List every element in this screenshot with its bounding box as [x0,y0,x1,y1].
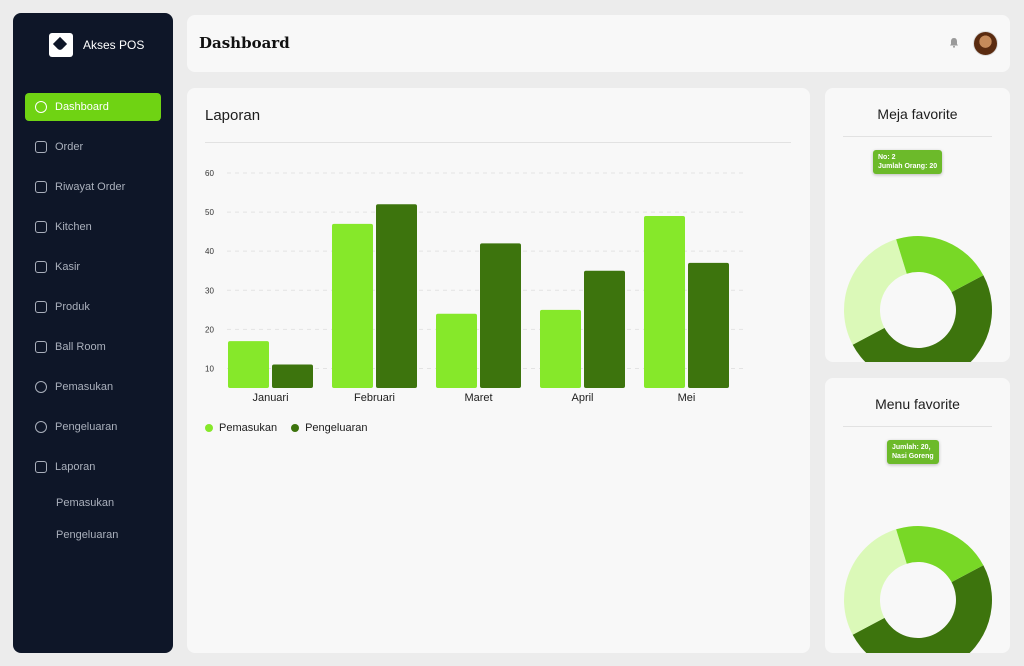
sidebar-item-ball-room[interactable]: Ball Room [25,333,161,361]
fav-tables-donut [844,236,992,362]
donut-segment [896,236,984,293]
report-title: Laporan [205,107,261,124]
user-avatar[interactable] [973,31,998,56]
sidebar-item-dashboard[interactable]: Dashboard [25,93,161,121]
bar-pengeluaran-maret [480,243,521,388]
fav-menu-title: Menu favorite [875,396,960,412]
kitchen-icon [35,221,47,233]
legend-item-pengeluaran[interactable]: Pengeluaran [291,422,367,434]
donut-segment [852,275,992,362]
x-tick-label: Februari [354,392,395,404]
cashier-icon [35,261,47,273]
sidebar-item-label: Order [55,141,84,153]
page-title: Dashboard [199,34,290,52]
header: Dashboard [187,15,1010,72]
x-tick-label: Mei [678,392,696,404]
fav-tables-card: Meja favorite No: 2 Jumlah Orang: 20 [825,88,1010,362]
legend-swatch [205,424,213,432]
tooltip-line: No: 2 [878,154,896,161]
tooltip-line: Jumlah: 20, [892,444,931,451]
x-tick-label: Januari [252,392,288,404]
product-icon [35,301,47,313]
home-icon [35,101,47,113]
sidebar-item-label: Pengeluaran [55,421,118,433]
donut-segment [896,526,984,583]
tooltip-line: Nasi Goreng [892,453,934,461]
legend-label: Pemasukan [219,422,278,434]
sidebar-item-riwayat-order[interactable]: Riwayat Order [25,173,161,201]
sidebar-item-order[interactable]: Order [25,133,161,161]
donut-segment [844,529,907,635]
legend-item-pemasukan[interactable]: Pemasukan [205,422,277,434]
report-card: Laporan 10 20 30 40 50 60 Januari Februari Maret… [187,88,810,653]
report-icon [35,461,47,473]
bar-pengeluaran-april [584,270,625,388]
sidebar-item-kasir[interactable]: Kasir [25,253,161,281]
x-tick-label: April [571,392,593,404]
bar-pemasukan-februari [332,223,373,388]
app-name: Akses POS [83,38,145,52]
x-tick-label: Maret [464,392,492,404]
sidebar-subitem-label: Pengeluaran [56,529,119,541]
brand[interactable]: Akses POS [49,33,144,57]
y-tick-label: 30 [205,286,214,295]
legend-swatch [291,424,300,432]
divider [843,136,992,137]
cart-icon [35,141,47,153]
bar-pemasukan-januari [228,341,269,388]
bar-pengeluaran-januari [272,364,313,388]
sidebar-subitem-pengeluaran[interactable]: Pengeluaran [25,525,161,545]
legend-label: Pengeluaran [305,422,368,434]
y-tick-label: 40 [205,247,214,256]
bar-pengeluaran-februari [376,204,417,388]
sidebar-item-label: Kitchen [55,221,92,233]
donut-segment [852,565,992,653]
app-logo-icon [49,33,73,57]
sidebar-item-pemasukan[interactable]: Pemasukan [25,373,161,401]
bar-pengeluaran-mei [688,262,729,388]
fav-tables-tooltip: No: 2 Jumlah Orang: 20 [873,150,943,175]
divider [205,142,791,143]
sidebar-item-label: Pemasukan [55,381,114,393]
fav-menu-donut [844,526,992,653]
bar-pemasukan-maret [436,313,477,388]
donut-segment [844,239,907,345]
history-icon [35,181,47,193]
sidebar-item-laporan[interactable]: Laporan [25,453,161,481]
bar-pemasukan-april [540,309,581,388]
sidebar-item-label: Laporan [55,461,96,473]
sidebar-subitem-label: Pemasukan [56,497,115,509]
chart-legend: Pemasukan Pengeluaran [205,422,367,434]
fav-menu-card: Menu favorite Jumlah: 20, Nasi Goreng [825,378,1010,653]
sidebar-item-kitchen[interactable]: Kitchen [25,213,161,241]
sidebar-subitem-pemasukan[interactable]: Pemasukan [25,493,161,513]
divider [843,426,992,427]
money-in-icon [35,381,47,393]
y-tick-label: 20 [205,325,214,334]
y-tick-label: 10 [205,364,214,373]
sidebar-item-label: Ball Room [55,341,106,353]
sidebar-item-produk[interactable]: Produk [25,293,161,321]
bar-chart: 10 20 30 40 50 60 Januari Februari Maret April Mei [205,169,747,404]
bar-pemasukan-mei [644,216,685,388]
fav-menu-tooltip: Jumlah: 20, Nasi Goreng [887,440,939,465]
sidebar: Akses POS Dashboard Order Riwayat Order … [13,13,173,653]
sidebar-item-label: Dashboard [55,101,109,113]
sidebar-nav: Dashboard Order Riwayat Order Kitchen Ka… [25,93,161,557]
sidebar-item-label: Kasir [55,261,81,273]
sidebar-item-label: Riwayat Order [55,181,126,193]
sidebar-item-label: Produk [55,301,90,313]
y-tick-label: 60 [205,169,214,178]
bell-icon[interactable] [949,37,959,48]
fav-tables-title: Meja favorite [877,106,958,122]
sidebar-item-pengeluaran[interactable]: Pengeluaran [25,413,161,441]
calendar-icon [35,341,47,353]
tooltip-line: Jumlah Orang: 20 [878,163,938,171]
money-out-icon [35,421,47,433]
y-tick-label: 50 [205,208,214,217]
